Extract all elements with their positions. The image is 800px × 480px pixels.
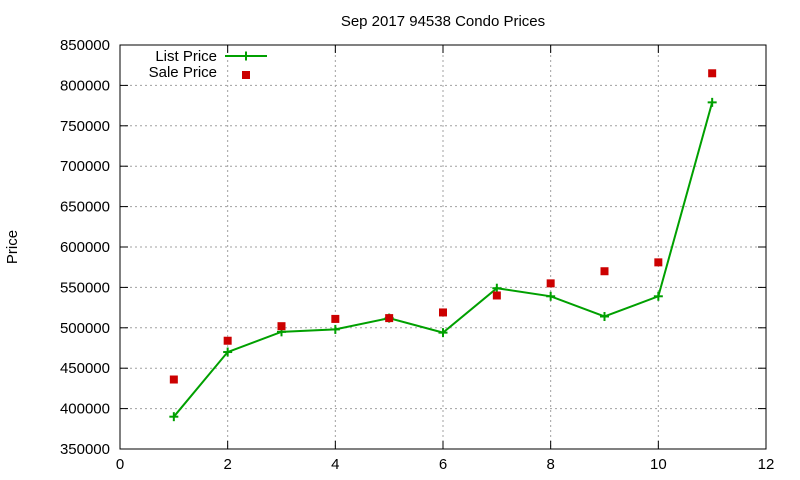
sale-price-point <box>654 258 663 267</box>
sale-price-point <box>331 314 340 323</box>
x-tick-label: 8 <box>546 456 554 473</box>
list-price-point <box>492 283 502 293</box>
sale-price-point <box>277 322 286 331</box>
x-tick-label: 12 <box>758 456 775 473</box>
series <box>169 69 717 422</box>
y-tick-label: 750000 <box>60 118 110 135</box>
list-price-line <box>173 102 714 418</box>
y-tick-label: 800000 <box>60 77 110 94</box>
list-price-point <box>169 412 179 422</box>
sale-price-point <box>439 308 447 317</box>
legend-label: List Price <box>155 48 217 65</box>
y-tick-label: 850000 <box>60 37 110 54</box>
series-1 <box>169 69 717 384</box>
sale-price-point <box>169 375 178 384</box>
y-axis-label: Price <box>4 230 21 264</box>
y-tick-label: 650000 <box>60 199 110 216</box>
y-tick-label: 600000 <box>60 239 110 256</box>
sale-price-point <box>708 69 717 78</box>
list-price-point <box>600 311 609 321</box>
grid <box>120 45 766 449</box>
y-tick-label: 450000 <box>60 360 110 377</box>
y-tick-label: 700000 <box>60 158 110 175</box>
chart-title: Sep 2017 94538 Condo Prices <box>341 13 545 30</box>
legend-plus-marker <box>241 51 251 61</box>
sale-price-point <box>600 267 609 276</box>
list-price-point <box>546 291 556 301</box>
list-price-point <box>707 97 717 107</box>
x-tick-label: 10 <box>650 456 667 473</box>
x-tick-label: 2 <box>223 456 231 473</box>
x-tick-label: 4 <box>331 456 339 473</box>
legend-square-swatch <box>242 71 250 79</box>
list-price-point <box>223 347 233 357</box>
y-tick-label: 550000 <box>60 279 110 296</box>
sale-price-point <box>546 279 555 288</box>
x-tick-label: 6 <box>439 456 447 473</box>
sale-price-point <box>385 314 394 323</box>
legend-label: Sale Price <box>149 64 217 81</box>
y-tick-label: 400000 <box>60 401 110 418</box>
x-tick-label: 0 <box>116 456 124 473</box>
y-tick-label: 500000 <box>60 320 110 337</box>
list-price-point <box>330 324 340 334</box>
list-price-point <box>438 328 448 338</box>
sale-price-point <box>223 336 232 345</box>
sale-price-point <box>492 291 501 300</box>
axis-ticks: 350000 400000 450000 500000 550000 600000 6500… <box>60 37 774 473</box>
list-price-point <box>653 291 663 301</box>
y-tick-label: 350000 <box>60 441 110 458</box>
